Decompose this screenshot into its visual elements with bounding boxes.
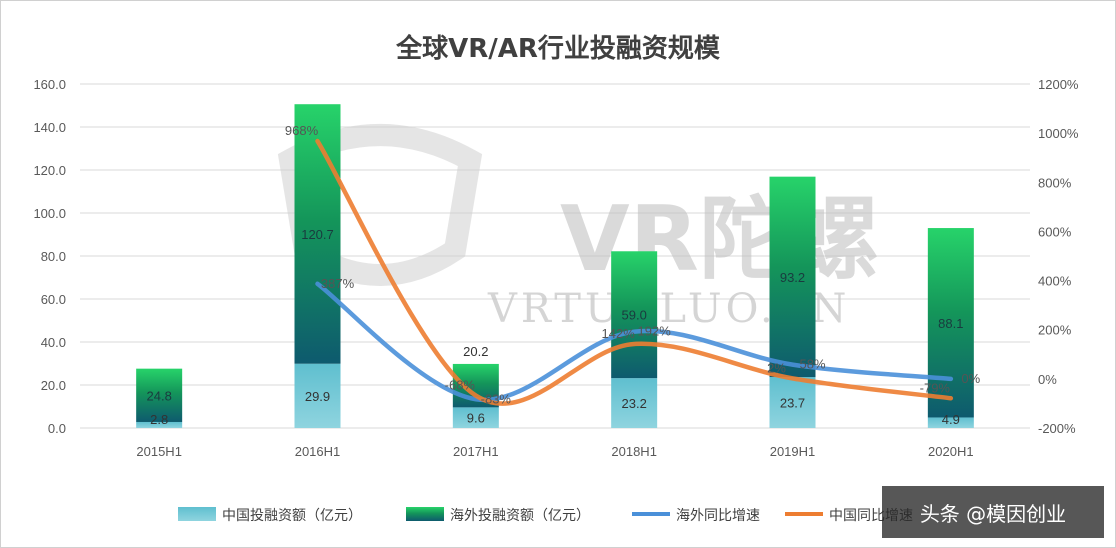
label-overseas-2020H1: 88.1 <box>938 316 963 331</box>
x-axis-tick: 2020H1 <box>928 444 974 459</box>
bar-overseas-2015H1 <box>136 368 183 422</box>
x-axis-tick: 2019H1 <box>770 444 816 459</box>
label-china-growth-2016H1: 968% <box>285 123 319 138</box>
bar-china-2020H1 <box>927 417 974 428</box>
line-overseas <box>315 281 954 403</box>
right-axis-tick: 1000% <box>1038 126 1079 141</box>
right-axis-tick: 800% <box>1038 175 1072 190</box>
left-axis-tick: 160.0 <box>33 77 66 92</box>
x-axis-tick: 2018H1 <box>611 444 657 459</box>
label-china-growth-2019H1: 2% <box>767 360 786 375</box>
bar-china-2016H1 <box>294 363 341 428</box>
bar-series <box>136 104 974 428</box>
bar-china-2017H1 <box>452 407 499 428</box>
bar-overseas-2019H1 <box>769 176 816 378</box>
bar-overseas-2018H1 <box>611 251 658 379</box>
right-axis-tick: 0% <box>1038 372 1057 387</box>
x-axis-tick: 2016H1 <box>295 444 341 459</box>
x-axis-tick: 2015H1 <box>136 444 182 459</box>
label-overseas-growth-2016H1: 387% <box>321 276 355 291</box>
watermark-logo-shape <box>277 124 483 286</box>
right-axis-tick: 1200% <box>1038 77 1079 92</box>
bar-china-2019H1 <box>769 377 816 428</box>
legend-label-0: 中国投融资额（亿元） <box>222 508 362 524</box>
left-axis-tick: 0.0 <box>48 421 66 436</box>
left-axis-tick: 20.0 <box>41 378 66 393</box>
legend-label-1: 海外投融资额（亿元） <box>450 508 590 524</box>
watermark-logo-text: VR陀螺 <box>560 187 879 292</box>
label-overseas-2019H1: 93.2 <box>780 270 805 285</box>
right-axis-tick: 200% <box>1038 323 1072 338</box>
label-overseas-2015H1: 24.8 <box>147 388 172 403</box>
axes: 0.0 20.0 40.0 60.0 80.0 100.0 120.0 140.0 160.0 -… <box>33 77 1078 459</box>
label-china-2020H1: 4.9 <box>942 412 960 427</box>
bar-china-2018H1 <box>611 378 658 428</box>
data-labels: 2.8 24.8 29.9 120.7 9.6 20.2 23.2 59.0 23.7 93.2 4… <box>147 123 981 427</box>
left-axis-tick: 40.0 <box>41 335 66 350</box>
bar-overseas-2016H1 <box>294 104 341 364</box>
line-china <box>315 138 954 406</box>
left-axis-tick: 100.0 <box>33 206 66 221</box>
label-overseas-growth-2019H1: 58% <box>799 357 825 372</box>
right-axis-tick: -200% <box>1038 421 1076 436</box>
left-axis-tick: 140.0 <box>33 120 66 135</box>
label-overseas-growth-2017H1: -83% <box>481 391 512 406</box>
label-overseas-growth-2018H1: 192% <box>638 324 672 339</box>
chart-title: 全球VR/AR行业投融资规模 <box>396 34 720 64</box>
legend: 中国投融资额（亿元） 海外投融资额（亿元） 海外同比增速 中国同比增速 <box>178 507 913 524</box>
label-overseas-2017H1: 20.2 <box>463 344 488 359</box>
label-china-growth-2017H1: -68% <box>445 378 476 393</box>
label-china-2019H1: 23.7 <box>780 396 805 411</box>
legend-swatch-1 <box>406 507 444 521</box>
right-axis-tick: 600% <box>1038 224 1072 239</box>
legend-swatch-0 <box>178 507 216 521</box>
right-axis-tick: 400% <box>1038 274 1072 289</box>
left-axis-tick: 80.0 <box>41 249 66 264</box>
label-china-2015H1: 2.8 <box>150 412 168 427</box>
label-china-2017H1: 9.6 <box>467 411 485 426</box>
label-overseas-growth-2020H1: 0% <box>961 371 980 386</box>
label-china-2018H1: 23.2 <box>622 396 647 411</box>
label-overseas-2018H1: 59.0 <box>622 308 647 323</box>
legend-label-2: 海外同比增速 <box>676 508 760 524</box>
left-axis-tick: 120.0 <box>33 163 66 178</box>
gridlines <box>80 83 1030 429</box>
left-axis-tick: 60.0 <box>41 292 66 307</box>
x-axis-tick: 2017H1 <box>453 444 499 459</box>
label-china-2016H1: 29.9 <box>305 389 330 404</box>
label-overseas-2016H1: 120.7 <box>301 227 334 242</box>
bar-china-2015H1 <box>136 421 183 428</box>
bar-overseas-2020H1 <box>927 228 974 418</box>
watermark-caption: 头条 @模因创业 <box>882 486 1104 538</box>
line-series <box>315 138 954 406</box>
label-china-growth-2020H1: -79% <box>920 380 951 395</box>
label-china-growth-2018H1: 142% <box>602 326 636 341</box>
